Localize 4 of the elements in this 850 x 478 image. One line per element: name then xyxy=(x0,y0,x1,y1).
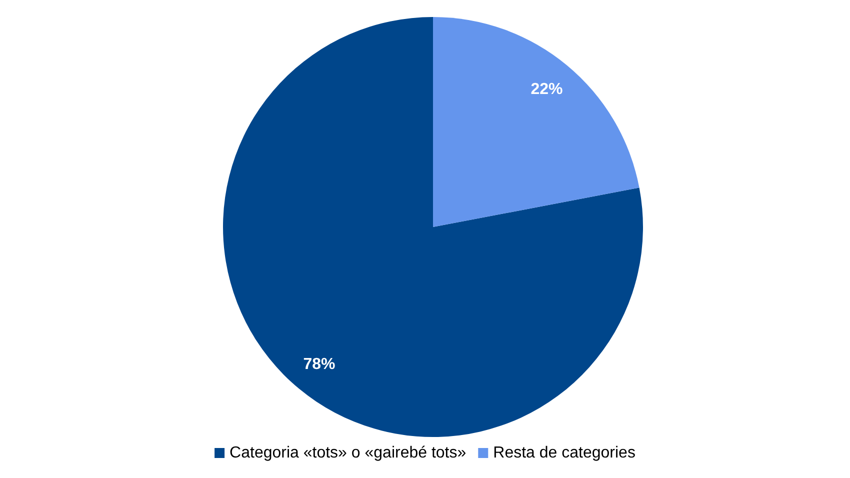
data-label: 22% xyxy=(530,80,563,98)
data-label: 78% xyxy=(303,356,336,374)
legend-label: Resta de categories xyxy=(493,444,636,462)
legend-label: Categoria «tots» o «gairebé tots» xyxy=(230,444,466,462)
